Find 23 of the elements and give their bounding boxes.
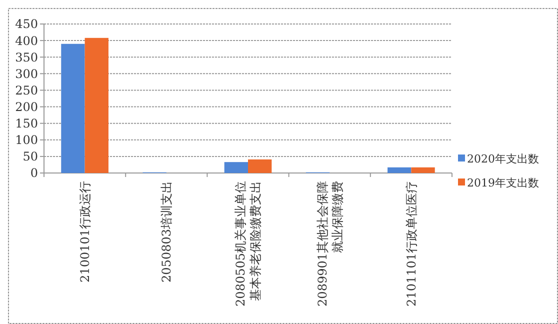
bar <box>388 167 412 173</box>
x-tick-label: 2080505机关事业单位基本养老保险缴费支出 <box>234 181 263 306</box>
bar <box>84 38 108 173</box>
x-tick-label: 2089901其他社会保障就业保障缴费 <box>315 181 344 306</box>
x-tick-label: 2101101行政单位医疗 <box>404 181 418 306</box>
bar <box>224 162 248 173</box>
y-tick-label: 50 <box>22 150 38 164</box>
y-tick-label: 150 <box>15 116 38 131</box>
y-tick-label: 0 <box>30 166 38 180</box>
y-tick-label: 250 <box>15 83 38 98</box>
y-tick-label: 300 <box>15 66 38 81</box>
x-tick-label: 2050803培训支出 <box>160 181 174 282</box>
legend-label: 2020年支出数 <box>467 152 539 166</box>
y-tick-label: 200 <box>15 100 38 114</box>
bar <box>248 159 272 173</box>
y-tick-label: 400 <box>15 34 38 48</box>
x-tick-label: 2100101行政运行 <box>78 181 92 282</box>
y-tick-label: 100 <box>15 133 38 148</box>
y-tick-label: 450 <box>15 17 38 32</box>
legend-label: 2019年支出数 <box>467 176 539 190</box>
bar <box>61 44 85 173</box>
y-tick-label: 350 <box>15 50 38 64</box>
bar <box>411 167 435 173</box>
